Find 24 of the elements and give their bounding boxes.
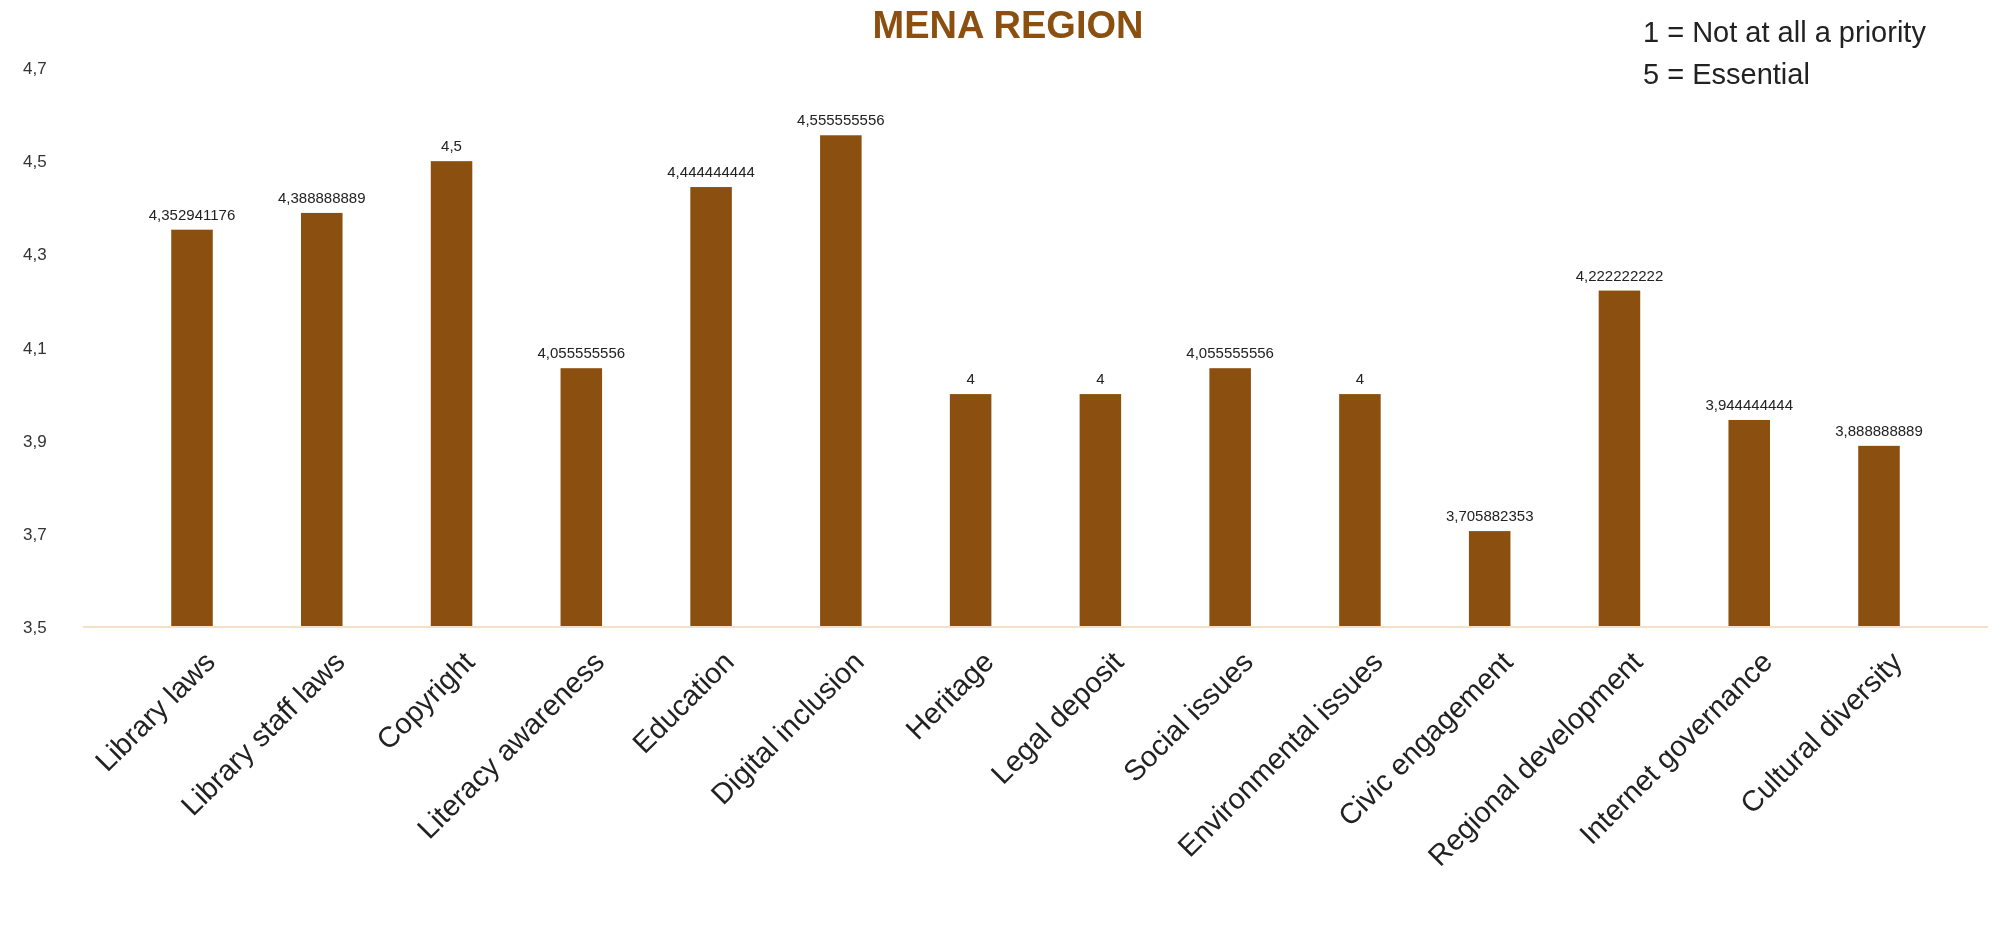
data-label: 4: [1096, 370, 1105, 388]
data-label: 3,705882353: [1445, 507, 1534, 525]
y-tick-label: 3,5: [23, 618, 47, 637]
y-tick-label: 3,7: [23, 524, 47, 544]
data-label: 4,444444444: [667, 163, 755, 181]
data-label: 4,352941176: [148, 205, 236, 223]
data-label: 4,5: [441, 137, 462, 155]
chart-title: MENA REGION: [872, 4, 1144, 46]
data-label: 4,055555556: [1186, 344, 1274, 362]
data-label: 4: [1355, 370, 1365, 388]
y-tick-label: 4,5: [23, 152, 47, 172]
data-label: 3,888888889: [1835, 421, 1923, 439]
data-label: 4: [966, 370, 975, 388]
y-tick-label: 3,9: [23, 431, 47, 451]
data-label: 3,944444444: [1705, 395, 1794, 413]
data-label: 4,555555556: [797, 111, 885, 129]
annotation: 5 = Essential: [1643, 58, 1810, 90]
y-tick-label: 4,3: [23, 245, 47, 265]
text: 1 = Not at all a priority: [1643, 16, 1927, 48]
y-tick-label: 4,7: [23, 59, 47, 78]
data-label: 4,388888889: [277, 188, 366, 206]
y-tick-label: 4,1: [23, 338, 47, 358]
data-label: 4,055555556: [537, 344, 626, 362]
data-label: 4,222222222: [1575, 266, 1664, 284]
